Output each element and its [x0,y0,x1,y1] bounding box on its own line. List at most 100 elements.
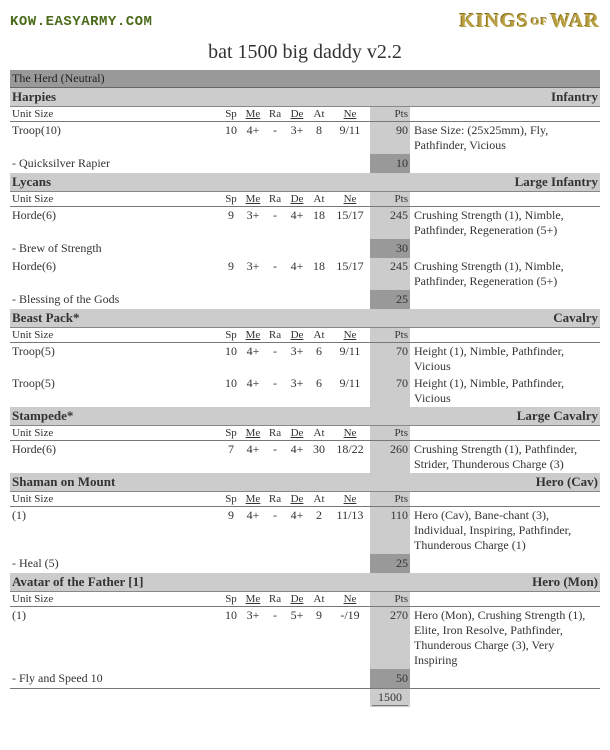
stat-at: 30 [308,441,330,474]
stat-at: 8 [308,122,330,155]
hdr-me: Me [242,328,264,343]
stat-me: 3+ [242,207,264,240]
stat-pts: 270 [370,607,410,670]
stat-me: 3+ [242,258,264,290]
hdr-special [410,328,600,343]
hdr-de: De [286,426,308,441]
special-rules: Crushing Strength (1), Pathfinder, Strid… [410,441,600,474]
stat-pts: 245 [370,207,410,240]
hdr-pts: Pts [370,107,410,122]
blank [264,154,286,173]
hdr-ra: Ra [264,192,286,207]
unit-size: Horde(6) [10,258,220,290]
hdr-ne: Ne [330,592,370,607]
stat-ne: 11/13 [330,507,370,555]
stat-pts: 245 [370,258,410,290]
blank [330,554,370,573]
stat-ra: - [264,507,286,555]
blank [330,290,370,309]
unit-name: Harpies [10,88,370,107]
special-rules: Height (1), Nimble, Pathfinder, Vicious [410,343,600,376]
hdr-pts: Pts [370,592,410,607]
total-blank [10,689,370,708]
stat-de: 4+ [286,507,308,555]
unit-size: Troop(5) [10,375,220,407]
army-table: The Herd (Neutral)HarpiesInfantryUnit Si… [10,70,600,707]
hdr-ra: Ra [264,328,286,343]
blank [308,554,330,573]
blank [286,239,308,258]
unit-name: Stampede* [10,407,370,426]
stat-ne: 15/17 [330,207,370,240]
stat-pts: 70 [370,375,410,407]
blank [286,669,308,689]
stat-ne: 9/11 [330,343,370,376]
item-label: - Brew of Strength [10,239,220,258]
stat-me: 4+ [242,122,264,155]
stat-pts: 90 [370,122,410,155]
hdr-de: De [286,192,308,207]
list-title: bat 1500 big daddy v2.2 [10,41,600,64]
stat-sp: 10 [220,122,242,155]
blank [220,669,242,689]
blank [242,290,264,309]
stat-de: 3+ [286,122,308,155]
unit-size: Troop(10) [10,122,220,155]
blank [330,669,370,689]
unit-type: Large Infantry [370,173,600,192]
special-rules: Base Size: (25x25mm), Fly, Pathfinder, V… [410,122,600,155]
hdr-special [410,192,600,207]
total-pts: 1500 [370,689,410,708]
item-pts: 25 [370,290,410,309]
stat-me: 4+ [242,441,264,474]
hdr-ra: Ra [264,592,286,607]
stat-ne: 9/11 [330,122,370,155]
hdr-de: De [286,592,308,607]
stat-me: 3+ [242,607,264,670]
stat-at: 18 [308,207,330,240]
stat-me: 4+ [242,507,264,555]
item-pts: 25 [370,554,410,573]
blank [330,154,370,173]
stat-at: 6 [308,343,330,376]
blank [286,290,308,309]
hdr-special [410,426,600,441]
stat-de: 4+ [286,258,308,290]
blank [220,290,242,309]
blank [286,554,308,573]
hdr-at: At [308,192,330,207]
unit-size: (1) [10,507,220,555]
item-label: - Quicksilver Rapier [10,154,220,173]
hdr-unitsize: Unit Size [10,426,220,441]
unit-name: Avatar of the Father [1] [10,573,370,592]
hdr-ra: Ra [264,426,286,441]
page-header: KOW.EASYARMY.COM KINGSOFWAR [10,10,600,33]
blank [264,554,286,573]
stat-ra: - [264,375,286,407]
unit-name: Shaman on Mount [10,473,370,492]
item-label: - Fly and Speed 10 [10,669,220,689]
hdr-sp: Sp [220,492,242,507]
hdr-me: Me [242,192,264,207]
stat-de: 4+ [286,207,308,240]
unit-name: Beast Pack* [10,309,370,328]
hdr-ne: Ne [330,426,370,441]
stat-sp: 9 [220,258,242,290]
stat-de: 4+ [286,441,308,474]
item-label: - Heal (5) [10,554,220,573]
blank [220,239,242,258]
special-rules: Crushing Strength (1), Nimble, Pathfinde… [410,258,600,290]
unit-type: Cavalry [370,309,600,328]
blank [308,669,330,689]
hdr-sp: Sp [220,592,242,607]
blank [410,290,600,309]
stat-at: 9 [308,607,330,670]
unit-size: (1) [10,607,220,670]
stat-ra: - [264,258,286,290]
hdr-me: Me [242,107,264,122]
stat-de: 3+ [286,375,308,407]
stat-me: 4+ [242,375,264,407]
blank [410,554,600,573]
special-rules: Hero (Mon), Crushing Strength (1), Elite… [410,607,600,670]
blank [330,239,370,258]
